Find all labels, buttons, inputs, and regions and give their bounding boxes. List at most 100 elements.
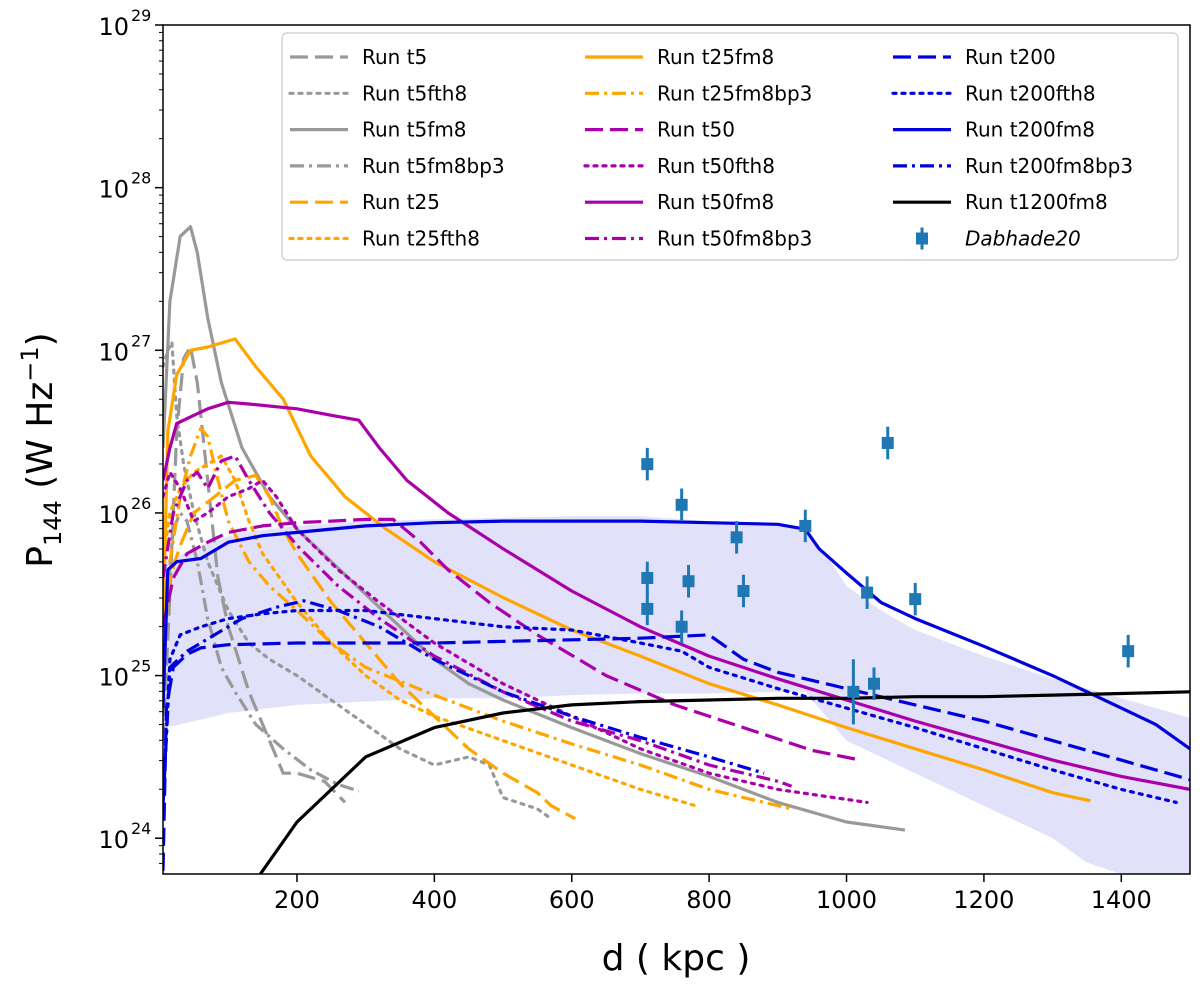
y-axis-label-base: P	[20, 546, 61, 568]
observation-marker	[1122, 645, 1135, 658]
legend-entry-run-t25fth8: Run t25fth8	[288, 227, 480, 251]
observation-marker	[730, 531, 743, 544]
legend-entry-run-t25fm8: Run t25fm8	[585, 45, 774, 69]
legend-label: Run t5fm8	[362, 118, 467, 142]
observation-marker	[799, 519, 812, 532]
legend-label: Run t200fm8bp3	[965, 154, 1133, 178]
x-tick-label: 200	[274, 886, 320, 914]
observation-point-4	[730, 521, 743, 554]
x-tick-label: 1400	[1091, 886, 1152, 914]
observation-point-6	[682, 564, 695, 598]
y-tick-exponent: 26	[131, 494, 151, 513]
y-axis-label-unit-open: (W Hz	[20, 382, 61, 501]
legend-entry-run-t5fth8: Run t5fth8	[288, 81, 467, 105]
observation-marker	[737, 585, 750, 597]
y-tick-label: 10 26	[98, 494, 151, 529]
observation-marker	[909, 593, 922, 606]
series-line-run-t200fth8	[163, 608, 1178, 808]
legend-label: Run t5fth8	[362, 81, 467, 105]
legend-label: Run t200fth8	[965, 81, 1096, 105]
y-axis-label-unit-close: )	[20, 332, 61, 346]
x-tick-label: 800	[686, 886, 732, 914]
observation-point-12	[881, 426, 894, 460]
legend-entry-run-t50fm8bp3: Run t50fm8bp3	[585, 227, 812, 251]
x-tick-label: 1200	[953, 886, 1014, 914]
y-tick-label: 10 29	[98, 6, 151, 41]
observation-marker	[682, 575, 695, 588]
y-tick-exponent: 29	[131, 6, 151, 25]
x-tick-label: 600	[549, 886, 595, 914]
series-line-run-t50fth8	[163, 470, 869, 804]
legend: Run t5 Run t5fth8 Run t5fm8 Run t5fm8bp3 Run…	[281, 32, 1179, 261]
series-line-run-t200	[163, 633, 1190, 871]
y-tick-exponent: 24	[131, 819, 151, 838]
series-line-run-t50	[163, 517, 861, 762]
x-tick-label: 400	[411, 886, 457, 914]
observation-point-7	[737, 574, 750, 608]
series-line-run-t50fm8bp3	[163, 454, 793, 788]
legend-label: Run t25	[362, 190, 440, 214]
legend-entry-run-t1200fm8: Run t1200fm8	[893, 190, 1108, 214]
series-line-run-t25fm8bp3	[163, 426, 792, 811]
observation-point-3	[799, 509, 812, 543]
y-axis-label-subscript: 144	[39, 500, 67, 546]
observation-point-11	[675, 610, 688, 644]
legend-label: Run t200	[965, 45, 1056, 69]
y-axis-label: P144 (W Hz−1)	[16, 332, 67, 567]
observation-marker	[881, 436, 894, 449]
legend-box	[281, 32, 1179, 261]
legend-entry-run-t5fm8bp3: Run t5fm8bp3	[290, 154, 505, 178]
shaded-uncertainty-band	[163, 516, 1190, 874]
legend-label: Run t50fth8	[657, 154, 775, 178]
legend-label: Run t25fm8	[657, 45, 774, 69]
observation-point-15	[847, 659, 860, 725]
legend-label: Run t50fm8bp3	[657, 227, 812, 251]
legend-label: Run t50fm8	[657, 190, 774, 214]
legend-entry-run-t200fm8bp3: Run t200fm8bp3	[893, 154, 1133, 178]
observation-marker	[675, 498, 688, 511]
legend-label: Run t50	[657, 118, 735, 142]
series-line-run-t200fm8	[163, 519, 1190, 751]
x-axis-label: d ( kpc )	[602, 938, 751, 979]
legend-entry-run-t25fm8bp3: Run t25fm8bp3	[585, 81, 812, 105]
legend-entry-run-t50fth8: Run t50fth8	[583, 154, 775, 178]
observation-point-5	[641, 561, 654, 595]
series-lines-layer	[163, 225, 1190, 874]
legend-label: Run t5fm8bp3	[362, 154, 505, 178]
observation-marker	[641, 571, 654, 584]
legend-entry-run-t50: Run t50	[585, 118, 735, 142]
plot-frame	[162, 24, 1191, 875]
y-tick-label: 10 25	[98, 657, 151, 692]
observation-marker	[641, 458, 654, 471]
legend-entry-run-t200fth8: Run t200fth8	[891, 81, 1096, 105]
observation-point-9	[909, 582, 922, 616]
plot-area	[162, 24, 1191, 875]
observation-marker	[847, 685, 860, 698]
legend-label: Run t1200fm8	[965, 190, 1108, 214]
series-line-run-t50fm8	[163, 400, 1190, 791]
legend-entry-run-t200: Run t200	[893, 45, 1056, 69]
y-tick-label: 10 28	[98, 169, 151, 204]
shaded-band-layer	[163, 516, 1190, 874]
x-axis-ticks: 200 400 600 800 1000 1200 1400	[274, 874, 1152, 914]
legend-label: Dabhade20	[965, 227, 1081, 251]
series-line-run-t200fm8bp3	[163, 599, 765, 806]
y-tick-exponent: 25	[131, 657, 151, 676]
y-tick-exponent: 28	[131, 169, 151, 188]
series-line-run-t5	[163, 345, 347, 804]
legend-entry-dabhade20: Dabhade20	[916, 227, 1081, 251]
observation-point-8	[861, 576, 874, 609]
legend-entry-run-t50fm8: Run t50fm8	[585, 190, 774, 214]
legend-label: Run t200fm8	[965, 118, 1095, 142]
legend-swatch-marker	[916, 232, 928, 245]
observation-point-14	[868, 667, 880, 700]
legend-label: Run t25fm8bp3	[657, 81, 812, 105]
y-axis-label-superscript: −1	[16, 346, 44, 381]
legend-label: Run t25fth8	[362, 227, 480, 251]
observation-point-2	[675, 488, 688, 522]
series-line-run-t25fm8	[163, 337, 1091, 803]
observation-point-13	[1122, 634, 1135, 668]
y-tick-label: 10 27	[98, 331, 151, 366]
legend-entry-run-t200fm8: Run t200fm8	[893, 118, 1095, 142]
